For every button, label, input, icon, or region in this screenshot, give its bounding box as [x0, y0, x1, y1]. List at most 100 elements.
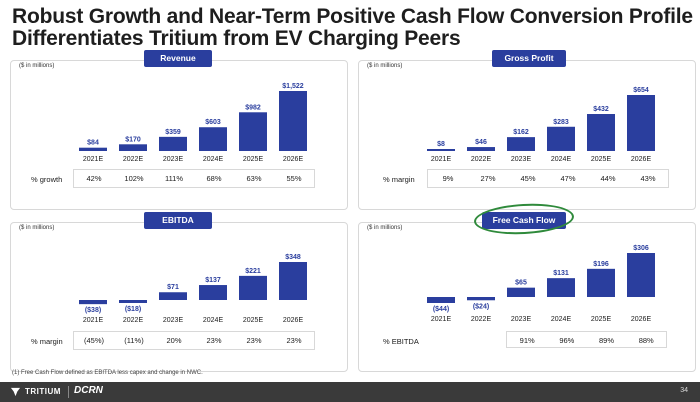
gross-profit-chart-x-tick: 2022E: [471, 156, 492, 163]
gross-profit-chart-value-label: $8: [437, 141, 445, 148]
free-cash-flow-chart-x-tick: 2025E: [591, 316, 612, 323]
free-cash-flow-chart-bar-2023E: [507, 287, 535, 297]
free-cash-flow-title: Free Cash Flow: [482, 212, 566, 229]
tritium-logo-text: TRITIUM: [25, 387, 61, 396]
ebitda-pct-label: % EBITDA: [383, 337, 419, 346]
units-label: ($ in millions): [367, 63, 403, 69]
free-cash-flow-chart-bar-2021E: [427, 297, 455, 303]
metric-cell: 45%: [520, 174, 536, 183]
metric-cell: 63%: [246, 174, 262, 183]
footer-bar: TRITIUM DCRN 34: [0, 382, 700, 402]
free-cash-flow-chart-x-tick: 2026E: [631, 316, 652, 323]
revenue-chart-x-tick: 2025E: [243, 156, 264, 163]
units-label: ($ in millions): [367, 225, 403, 231]
ebitda-chart-x-tick: 2024E: [203, 317, 224, 324]
free-cash-flow-chart-value-label: $65: [515, 280, 527, 287]
metric-cell: 9%: [442, 174, 454, 183]
ebitda-chart-bar-2023E: [159, 292, 187, 300]
metric-cell: 27%: [480, 174, 496, 183]
revenue-chart-x-tick: 2024E: [203, 156, 224, 163]
revenue-chart-value-label: $603: [205, 119, 221, 126]
revenue-chart-bar-2023E: [159, 136, 187, 151]
metric-cell: 111%: [164, 174, 184, 183]
free-cash-flow-chart-x-tick: 2023E: [511, 316, 532, 323]
revenue-chart: $84 2021E $170 2022E $359 2023E $603 2024E $982 2…: [79, 83, 307, 163]
free-cash-flow-chart-bar-2024E: [547, 278, 575, 297]
ebitda-chart-value-label: $221: [245, 268, 261, 275]
revenue-chart-bar-2022E: [119, 144, 147, 151]
metric-cell: 42%: [86, 174, 102, 183]
revenue-chart-x-tick: 2021E: [83, 156, 104, 163]
free-cash-flow-chart-x-tick: 2022E: [471, 316, 492, 323]
revenue-chart-x-tick: 2026E: [283, 156, 304, 163]
revenue-chart-value-label: $1,522: [282, 83, 304, 90]
free-cash-flow-chart-value-label: $131: [553, 270, 569, 277]
ebitda-chart-value-label: ($38): [85, 307, 101, 314]
free-cash-flow-chart-x-tick: 2024E: [551, 316, 572, 323]
metric-cell: 47%: [560, 174, 576, 183]
metric-cell: 102%: [124, 174, 144, 183]
gross-profit-chart-value-label: $654: [633, 87, 649, 94]
growth-label: % growth: [31, 175, 63, 184]
logo-separator: [68, 386, 69, 398]
revenue-chart-x-tick: 2022E: [123, 156, 144, 163]
gross-profit-chart-value-label: $46: [475, 139, 487, 146]
ebitda-chart-x-tick: 2026E: [283, 317, 304, 324]
metric-cell: 23%: [206, 336, 222, 345]
metric-cell: (45%): [83, 336, 104, 345]
ebitda-chart-x-tick: 2021E: [83, 317, 104, 324]
ebitda-chart-x-tick: 2022E: [123, 317, 144, 324]
metric-cell: (11%): [124, 336, 144, 345]
ebitda-chart-value-label: $137: [205, 277, 221, 284]
tritium-logo-icon: [10, 387, 21, 397]
metric-cell: 91%: [506, 331, 548, 348]
metric-cell: [467, 331, 507, 348]
ebitda-chart-bar-2026E: [279, 262, 307, 300]
ebitda-pct-row: 91% 96% 89% 88%: [427, 331, 668, 348]
revenue-title: Revenue: [144, 50, 212, 67]
revenue-chart-bar-2021E: [79, 147, 107, 151]
gross-profit-chart-x-tick: 2025E: [591, 156, 612, 163]
page-title-line-1: Robust Growth and Near-Term Positive Cas…: [12, 5, 693, 28]
revenue-chart-value-label: $359: [165, 129, 181, 136]
revenue-chart-x-tick: 2023E: [163, 156, 184, 163]
gross-profit-panel: ($ in millions) Gross Profit $8 2021E $46 2…: [358, 50, 696, 210]
margin-label: % margin: [31, 337, 63, 346]
revenue-chart-bar-2026E: [279, 91, 307, 151]
metric-cell: 55%: [286, 174, 302, 183]
free-cash-flow-chart-value-label: $196: [593, 261, 609, 268]
revenue-chart-bar-2024E: [199, 127, 227, 151]
metric-cell: 68%: [206, 174, 222, 183]
gross-profit-chart-bar-2022E: [467, 147, 495, 151]
free-cash-flow-chart: ($44) 2021E ($24) 2022E $65 2023E $131 2024E $19…: [427, 245, 655, 323]
free-cash-flow-chart-value-label: ($44): [433, 306, 449, 313]
footnote: (1) Free Cash Flow defined as EBITDA les…: [12, 370, 203, 376]
gross-profit-chart-bar-2026E: [627, 95, 655, 151]
metric-cell: 23%: [286, 336, 302, 345]
metric-cell: [427, 331, 467, 348]
ebitda-chart-bar-2024E: [199, 285, 227, 300]
units-label: ($ in millions): [19, 225, 55, 231]
ebitda-chart-bar-2021E: [79, 300, 107, 305]
gross-profit-chart-value-label: $162: [513, 129, 529, 136]
gross-profit-title: Gross Profit: [492, 50, 566, 67]
ebitda-chart: ($38) 2021E ($18) 2022E $71 2023E $137 2024E $22…: [79, 254, 307, 324]
gross-profit-chart-bar-2023E: [507, 137, 535, 151]
ebitda-chart-value-label: $348: [285, 254, 301, 261]
gross-profit-chart-bar-2021E: [427, 149, 455, 151]
ebitda-panel: ($ in millions) EBITDA ($38) 2021E ($18) 20…: [10, 212, 348, 372]
revenue-chart-value-label: $982: [245, 104, 261, 111]
ebitda-title: EBITDA: [144, 212, 212, 229]
margin-row: (45%) (11%) 20% 23% 23% 23%: [73, 331, 315, 350]
metric-cell: 88%: [626, 331, 668, 348]
free-cash-flow-chart-x-tick: 2021E: [431, 316, 452, 323]
ebitda-chart-value-label: $71: [167, 284, 179, 291]
gross-profit-chart-value-label: $283: [553, 119, 569, 126]
ebitda-chart-bar-2025E: [239, 275, 267, 300]
revenue-panel: ($ in millions) Revenue $84 2021E $170 2022…: [10, 50, 348, 210]
ebitda-chart-value-label: ($18): [125, 306, 141, 313]
metric-cell: 43%: [640, 174, 656, 183]
margin-row: 9% 27% 45% 47% 44% 43%: [427, 169, 669, 188]
margin-label: % margin: [383, 175, 415, 184]
units-label: ($ in millions): [19, 63, 55, 69]
